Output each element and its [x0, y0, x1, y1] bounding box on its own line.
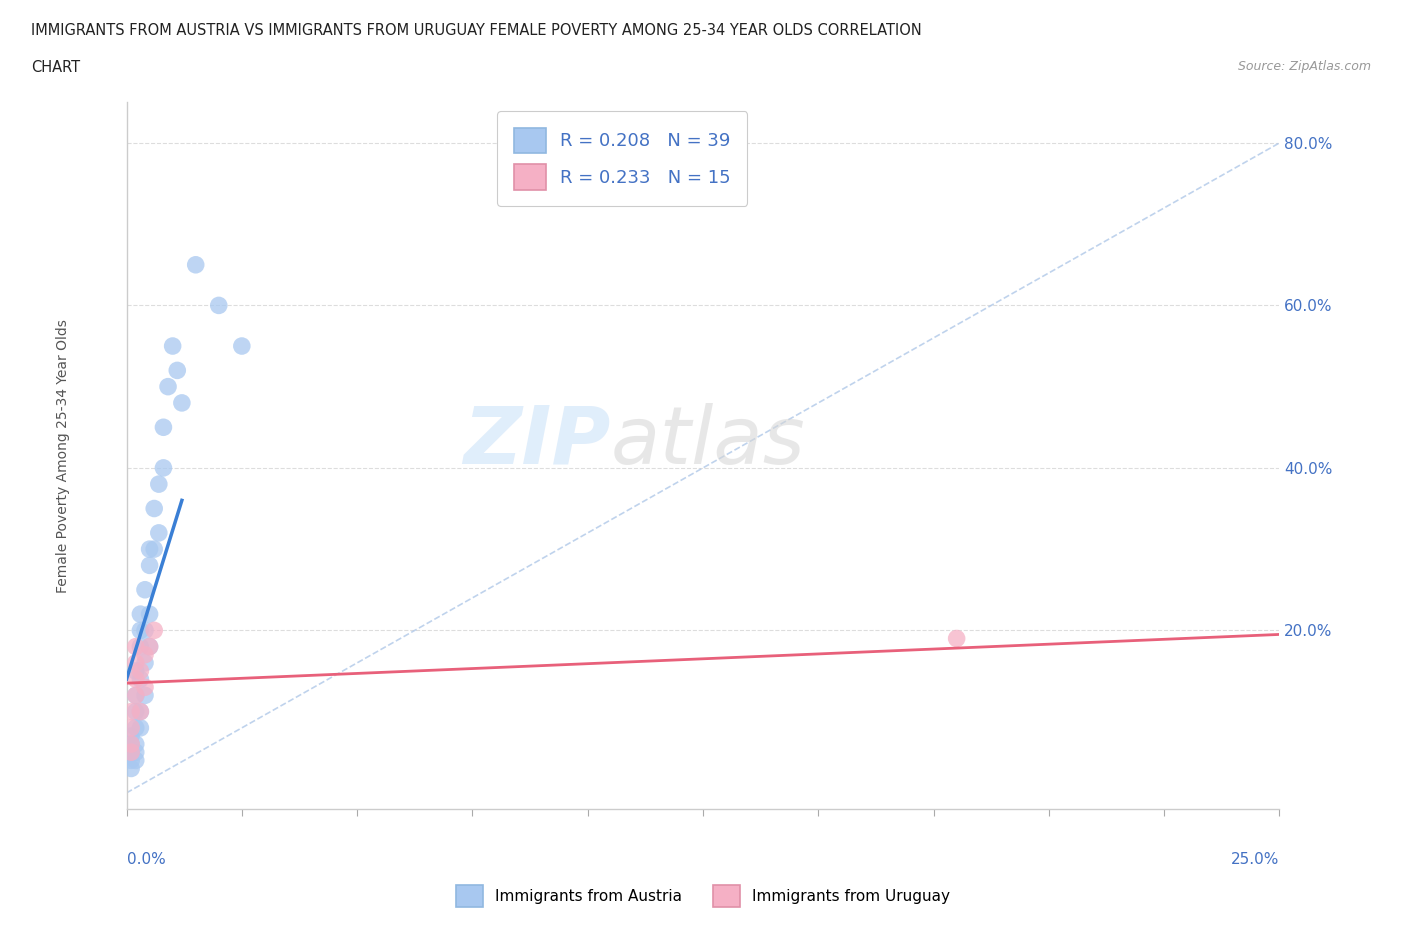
- Point: [129, 663, 152, 678]
- Point: [120, 753, 142, 768]
- Point: [125, 639, 148, 654]
- Point: [134, 656, 156, 671]
- Point: [120, 745, 142, 760]
- Point: [184, 258, 207, 272]
- Point: [148, 477, 170, 492]
- Point: [125, 688, 148, 703]
- Legend: Immigrants from Austria, Immigrants from Uruguay: Immigrants from Austria, Immigrants from…: [450, 879, 956, 913]
- Point: [129, 704, 152, 719]
- Point: [120, 728, 142, 743]
- Text: IMMIGRANTS FROM AUSTRIA VS IMMIGRANTS FROM URUGUAY FEMALE POVERTY AMONG 25-34 YE: IMMIGRANTS FROM AUSTRIA VS IMMIGRANTS FR…: [31, 23, 922, 38]
- Point: [138, 639, 160, 654]
- Point: [120, 761, 142, 776]
- Point: [152, 419, 174, 434]
- Point: [134, 582, 156, 597]
- Point: [134, 647, 156, 662]
- Point: [125, 688, 148, 703]
- Point: [125, 721, 148, 736]
- Legend: R = 0.208   N = 39, R = 0.233   N = 15: R = 0.208 N = 39, R = 0.233 N = 15: [498, 112, 748, 206]
- Point: [129, 623, 152, 638]
- Point: [143, 501, 166, 516]
- Point: [945, 631, 967, 646]
- Point: [138, 639, 160, 654]
- Point: [125, 656, 148, 671]
- Text: Source: ZipAtlas.com: Source: ZipAtlas.com: [1237, 60, 1371, 73]
- Point: [143, 541, 166, 556]
- Point: [120, 721, 142, 736]
- Point: [143, 623, 166, 638]
- Point: [152, 460, 174, 475]
- Text: atlas: atlas: [610, 403, 806, 481]
- Text: ZIP: ZIP: [464, 403, 610, 481]
- Point: [129, 639, 152, 654]
- Point: [125, 671, 148, 686]
- Point: [125, 753, 148, 768]
- Point: [162, 339, 184, 353]
- Point: [138, 558, 160, 573]
- Point: [134, 680, 156, 695]
- Point: [120, 745, 142, 760]
- Point: [125, 663, 148, 678]
- Text: 0.0%: 0.0%: [127, 852, 166, 867]
- Point: [208, 298, 231, 312]
- Text: 25.0%: 25.0%: [1232, 852, 1279, 867]
- Point: [129, 721, 152, 736]
- Point: [120, 704, 142, 719]
- Point: [120, 737, 142, 751]
- Text: Female Poverty Among 25-34 Year Olds: Female Poverty Among 25-34 Year Olds: [56, 319, 70, 592]
- Point: [231, 339, 253, 353]
- Point: [129, 704, 152, 719]
- Point: [120, 737, 142, 751]
- Point: [134, 623, 156, 638]
- Point: [138, 541, 160, 556]
- Point: [166, 363, 188, 378]
- Point: [129, 606, 152, 621]
- Point: [129, 671, 152, 686]
- Point: [134, 688, 156, 703]
- Point: [125, 737, 148, 751]
- Point: [125, 745, 148, 760]
- Point: [148, 525, 170, 540]
- Point: [125, 704, 148, 719]
- Point: [170, 395, 193, 410]
- Text: CHART: CHART: [31, 60, 80, 75]
- Point: [157, 379, 180, 394]
- Point: [138, 606, 160, 621]
